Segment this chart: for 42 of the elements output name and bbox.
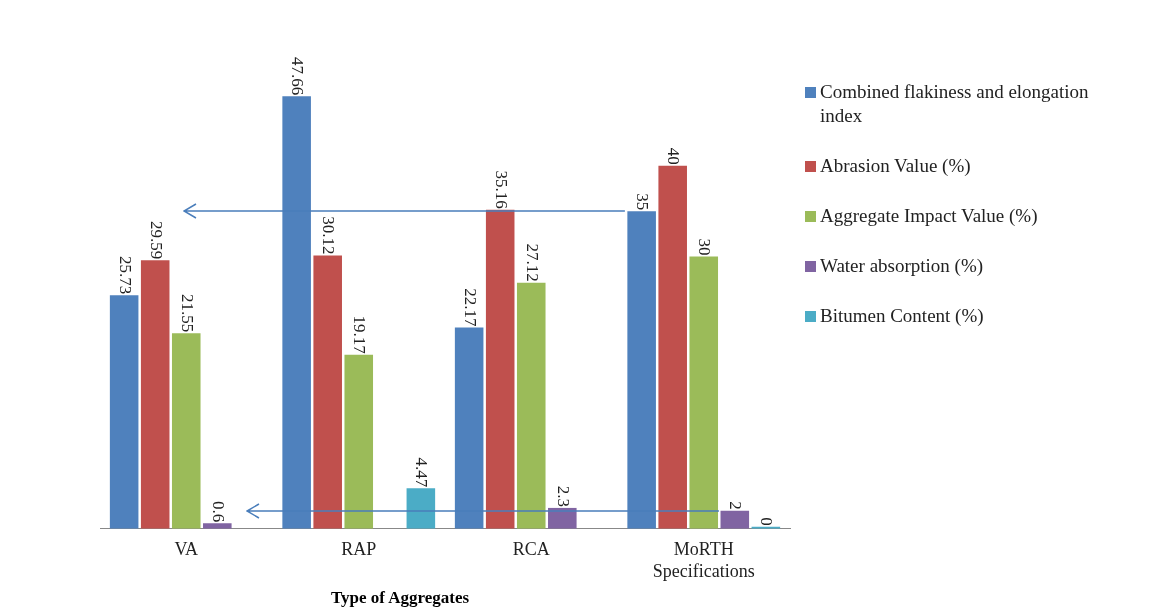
bar [109, 295, 139, 529]
bar [485, 209, 515, 529]
data-label: 30 [695, 238, 715, 256]
x-tick-label: RCA [512, 539, 550, 560]
bar [171, 333, 201, 529]
legend-label: Abrasion Value (%) [820, 154, 971, 178]
bar [516, 282, 546, 529]
bar [282, 96, 311, 529]
data-label: 25.73 [115, 256, 135, 295]
legend-label: Aggregate Impact Value (%) [820, 204, 1038, 228]
data-label: 27.12 [522, 243, 542, 282]
data-label: 4.47 [412, 457, 432, 488]
data-label: 47.66 [288, 56, 308, 96]
bar [140, 260, 170, 529]
data-label: 30.12 [319, 216, 339, 255]
data-label: 35.16 [491, 170, 511, 209]
bar [203, 523, 232, 529]
data-label: 2.3 [553, 485, 573, 507]
x-tick-label: VA [174, 539, 199, 560]
x-axis-title: Type of Aggregates [329, 588, 471, 608]
data-label: 19.17 [350, 315, 370, 355]
bar [720, 510, 750, 529]
data-label: 21.55 [177, 293, 197, 333]
data-label: 2 [726, 501, 746, 510]
data-label: 29.59 [146, 220, 166, 260]
bar [658, 165, 687, 529]
bar [313, 255, 342, 529]
bar [627, 211, 656, 529]
bar [689, 256, 719, 529]
data-label: 40 [664, 147, 684, 165]
bar [344, 354, 374, 529]
bar [454, 327, 484, 529]
legend-label: Bitumen Content (%) [820, 304, 984, 328]
x-tick-label: MoRTH Specifications [652, 539, 755, 581]
data-label: 0.6 [208, 501, 228, 523]
legend-label: Combined flakiness and elongation index [820, 80, 1090, 128]
data-label: 0 [757, 517, 777, 526]
legend-label: Water absorption (%) [820, 254, 984, 278]
x-tick-label: RAP [341, 539, 377, 560]
data-label: 22.17 [460, 288, 480, 328]
data-label: 35 [633, 193, 653, 211]
bar [406, 488, 436, 529]
